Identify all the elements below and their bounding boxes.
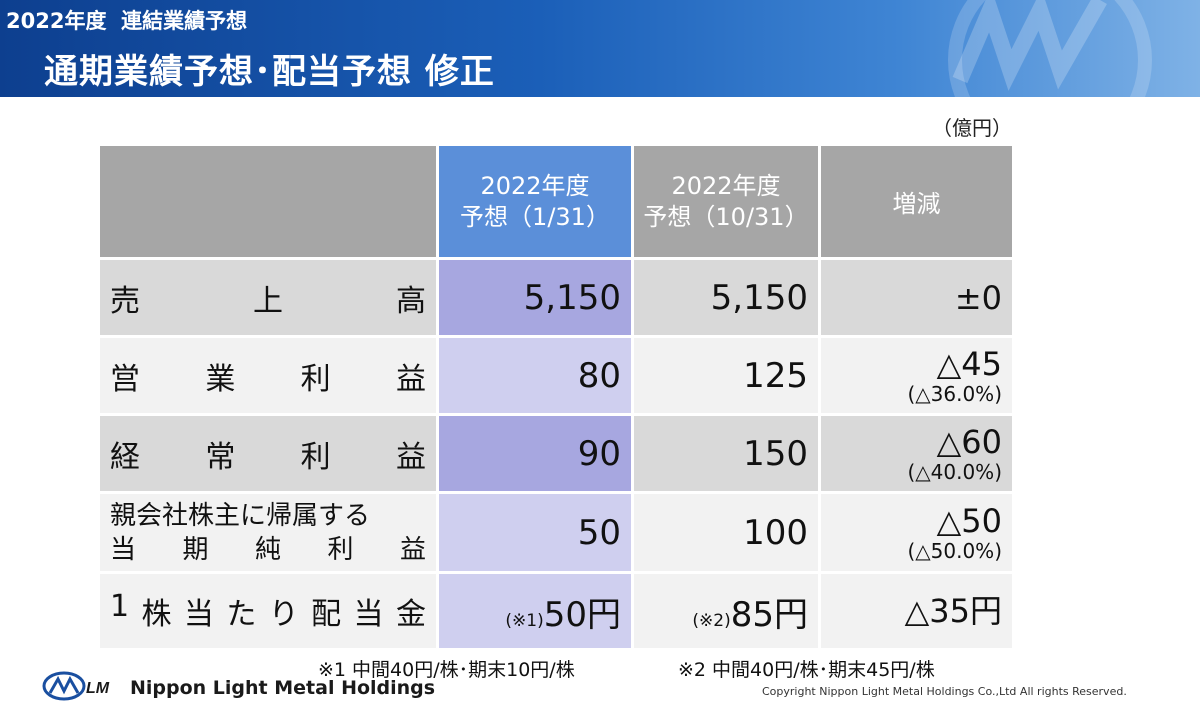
- table-row-net-income: 親会社株主に帰属する 当 期 純 利 益 50 100 △50 (△50.0%): [100, 494, 1012, 571]
- row-label: 売 上 高: [100, 260, 436, 335]
- change-percent: (△36.0%): [907, 381, 1002, 406]
- row-label: 経 常 利 益: [100, 416, 436, 491]
- table-header-row: 2022年度 予想（1/31） 2022年度 予想（10/31） 増減: [100, 146, 1012, 257]
- header-blank-cell: [100, 146, 436, 257]
- header-change: 増減: [821, 146, 1012, 257]
- unit-label: （億円）: [932, 116, 1012, 140]
- footnote-marker: (※1): [505, 610, 544, 631]
- change-percent: (△40.0%): [907, 459, 1002, 484]
- value-change: △50 (△50.0%): [821, 494, 1012, 571]
- table-row-dividend: 1 株 当 た り 配 当 金 (※1)50円 (※2)85円 △35円: [100, 574, 1012, 648]
- company-name: Nippon Light Metal Holdings: [130, 677, 436, 699]
- change-percent: (△50.0%): [907, 538, 1002, 563]
- value-change: ±0: [821, 260, 1012, 335]
- value-change: △60 (△40.0%): [821, 416, 1012, 491]
- page-subtitle: 2022年度 連結業績予想: [6, 9, 248, 33]
- value-forecast-jan: (※1)50円: [439, 574, 631, 648]
- table-row-ordinary-profit: 経 常 利 益 90 150 △60 (△40.0%): [100, 416, 1012, 491]
- page-title: 通期業績予想･配当予想 修正: [44, 52, 495, 92]
- value-forecast-oct: 5,150: [634, 260, 818, 335]
- value-change: △45 (△36.0%): [821, 338, 1012, 413]
- company-logo-icon: LM: [42, 671, 110, 701]
- value-forecast-oct: 100: [634, 494, 818, 571]
- value-forecast-jan: 50: [439, 494, 631, 571]
- footnote-1: ※1 中間40円/株･期末10円/株: [318, 659, 575, 681]
- table-row-sales: 売 上 高 5,150 5,150 ±0: [100, 260, 1012, 335]
- row-label: 営 業 利 益: [100, 338, 436, 413]
- forecast-table: 2022年度 予想（1/31） 2022年度 予想（10/31） 増減 売 上 …: [97, 143, 1015, 651]
- row-label: 親会社株主に帰属する 当 期 純 利 益: [100, 494, 436, 571]
- value-forecast-oct: 150: [634, 416, 818, 491]
- watermark-logo-icon: [948, 0, 1152, 97]
- row-label: 1 株 当 た り 配 当 金: [100, 574, 436, 648]
- value-forecast-jan: 5,150: [439, 260, 631, 335]
- value-forecast-oct: 125: [634, 338, 818, 413]
- svg-text:LM: LM: [86, 680, 110, 697]
- value-forecast-jan: 90: [439, 416, 631, 491]
- header-banner: 2022年度 連結業績予想 通期業績予想･配当予想 修正: [0, 0, 1200, 97]
- value-forecast-oct: (※2)85円: [634, 574, 818, 648]
- header-forecast-jan: 2022年度 予想（1/31）: [439, 146, 631, 257]
- value-change: △35円: [821, 574, 1012, 648]
- footnote-marker: (※2): [692, 610, 731, 631]
- header-forecast-oct: 2022年度 予想（10/31）: [634, 146, 818, 257]
- value-forecast-jan: 80: [439, 338, 631, 413]
- table-row-operating-profit: 営 業 利 益 80 125 △45 (△36.0%): [100, 338, 1012, 413]
- footnote-2: ※2 中間40円/株･期末45円/株: [678, 659, 935, 681]
- copyright: Copyright Nippon Light Metal Holdings Co…: [762, 685, 1127, 698]
